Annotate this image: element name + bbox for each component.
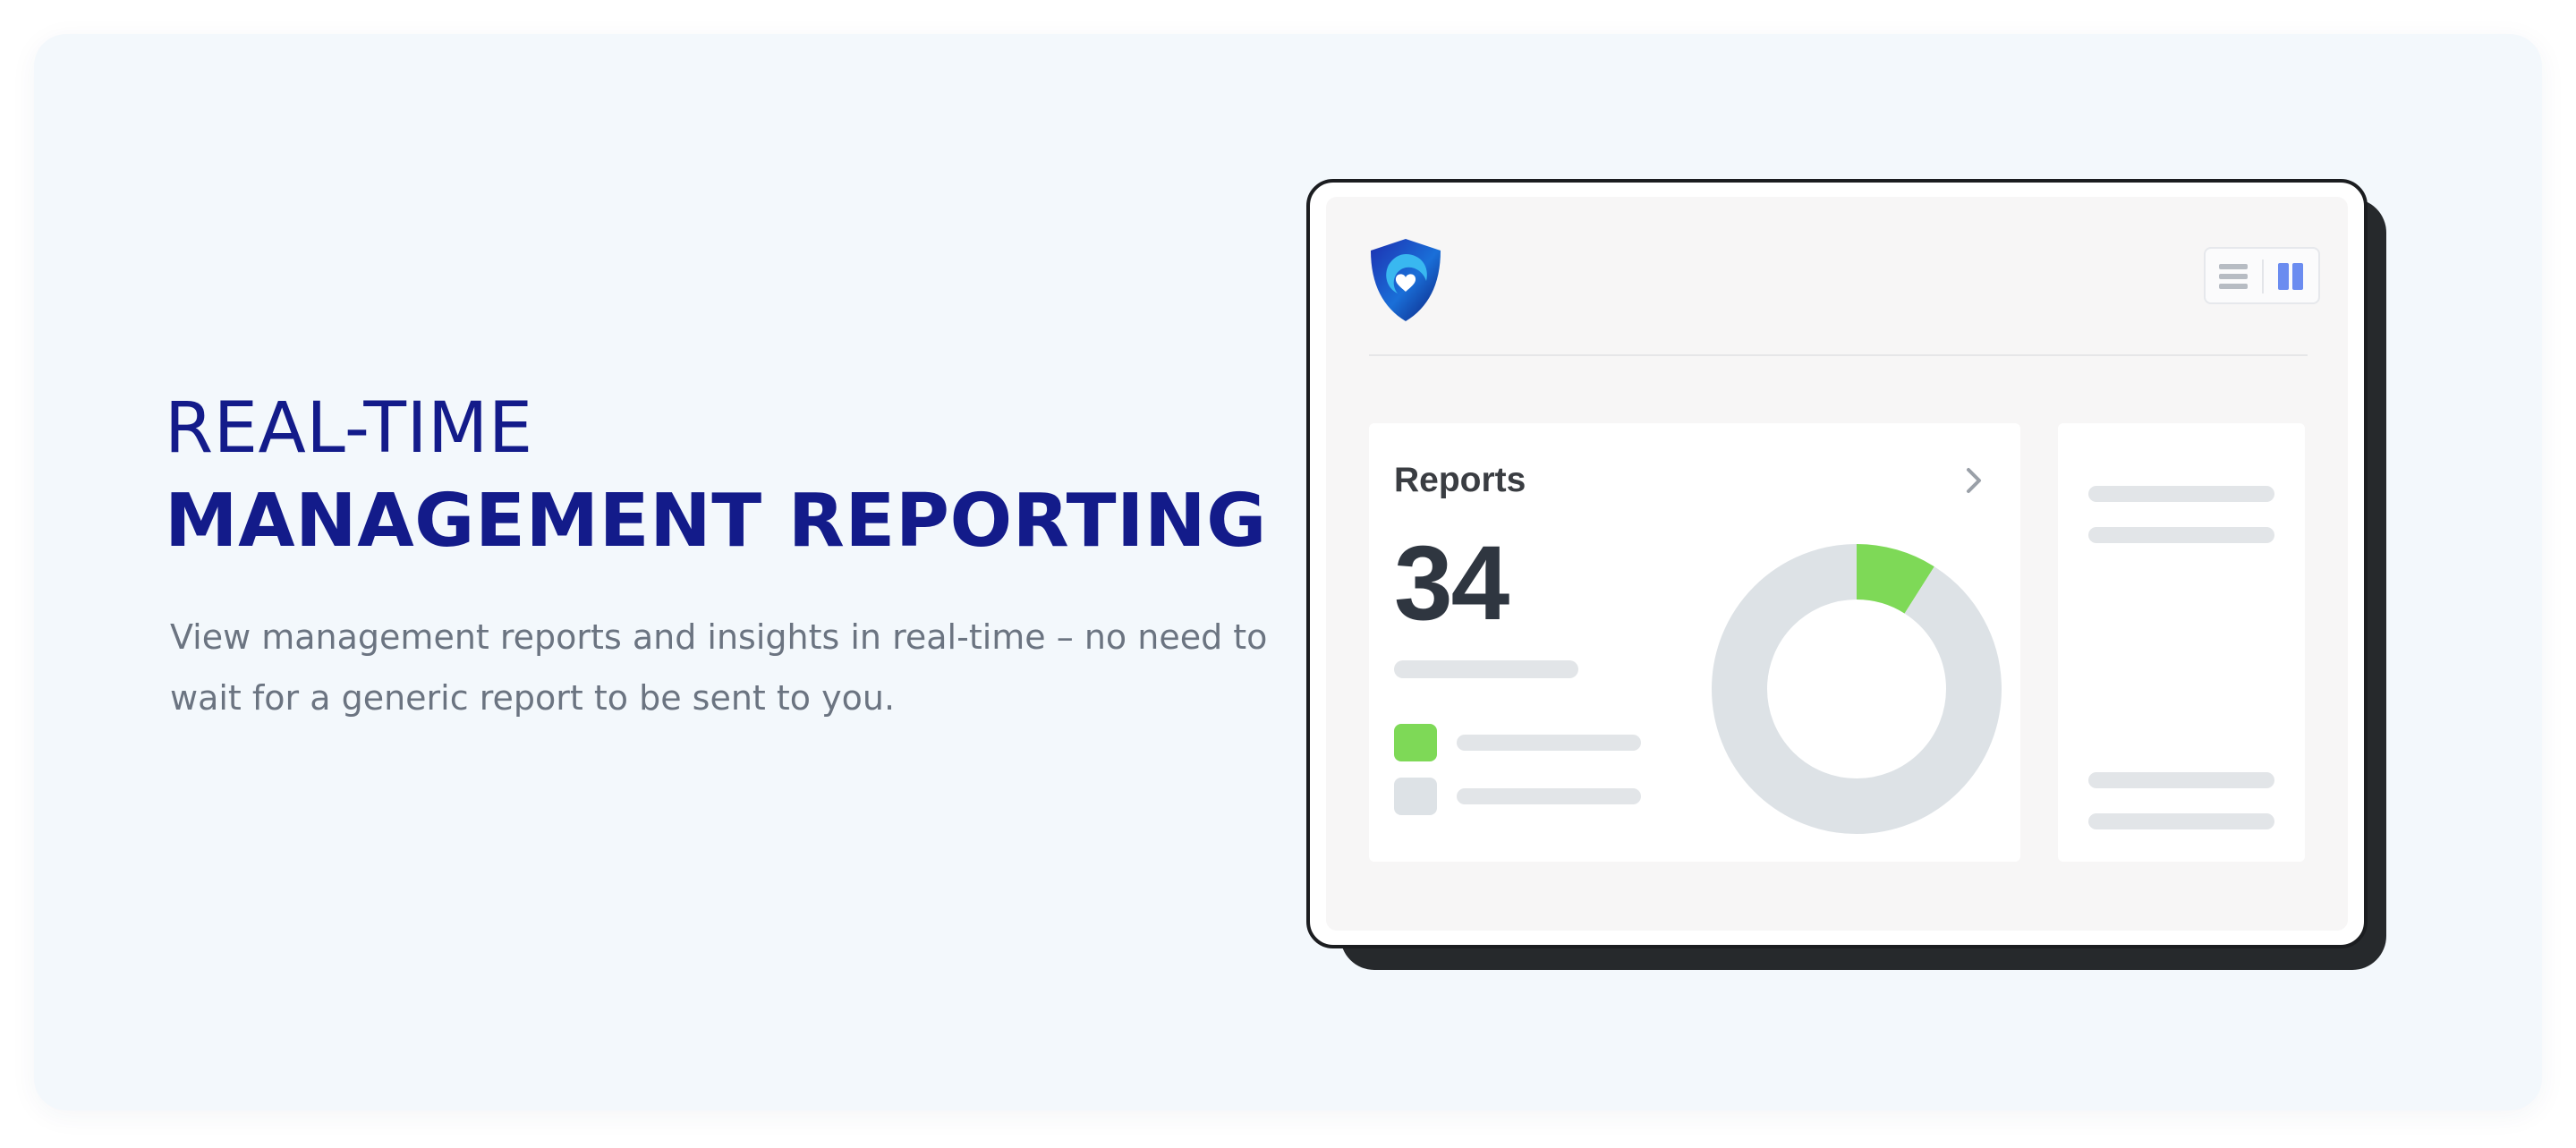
shield-heart-logo-icon bbox=[1371, 239, 1441, 321]
view-toggle bbox=[2204, 247, 2320, 304]
app-screen: Reports 34 bbox=[1326, 197, 2348, 931]
legend-swatch-green bbox=[1394, 724, 1437, 761]
legend-label-placeholder bbox=[1457, 735, 1641, 751]
toggle-separator bbox=[2262, 259, 2264, 293]
reports-label: Reports bbox=[1394, 461, 1526, 499]
reports-donut-chart bbox=[1712, 544, 2002, 834]
title-line-1: REAL-TIME bbox=[165, 388, 533, 469]
reports-count: 34 bbox=[1394, 524, 1509, 642]
side-card bbox=[2058, 423, 2305, 862]
column-view-icon[interactable] bbox=[2275, 261, 2306, 292]
chevron-right-icon[interactable] bbox=[1961, 463, 1986, 498]
title-line-2: MANAGEMENT REPORTING bbox=[165, 479, 1267, 564]
header-divider bbox=[1369, 354, 2308, 356]
side-placeholder-line bbox=[2088, 772, 2274, 788]
legend-label-placeholder bbox=[1457, 788, 1641, 804]
side-placeholder-line bbox=[2088, 486, 2274, 502]
app-mockup: Reports 34 bbox=[1306, 179, 2368, 948]
feature-title: REAL-TIME MANAGEMENT REPORTING bbox=[165, 394, 1267, 558]
legend-swatch-grey bbox=[1394, 778, 1437, 815]
side-placeholder-line bbox=[2088, 527, 2274, 543]
feature-description: View management reports and insights in … bbox=[170, 617, 1268, 718]
list-view-icon[interactable] bbox=[2218, 261, 2249, 292]
count-caption-placeholder bbox=[1394, 660, 1578, 678]
side-placeholder-line bbox=[2088, 813, 2274, 829]
reports-card[interactable]: Reports 34 bbox=[1369, 423, 2020, 862]
donut-segment-1 bbox=[1712, 544, 2002, 834]
